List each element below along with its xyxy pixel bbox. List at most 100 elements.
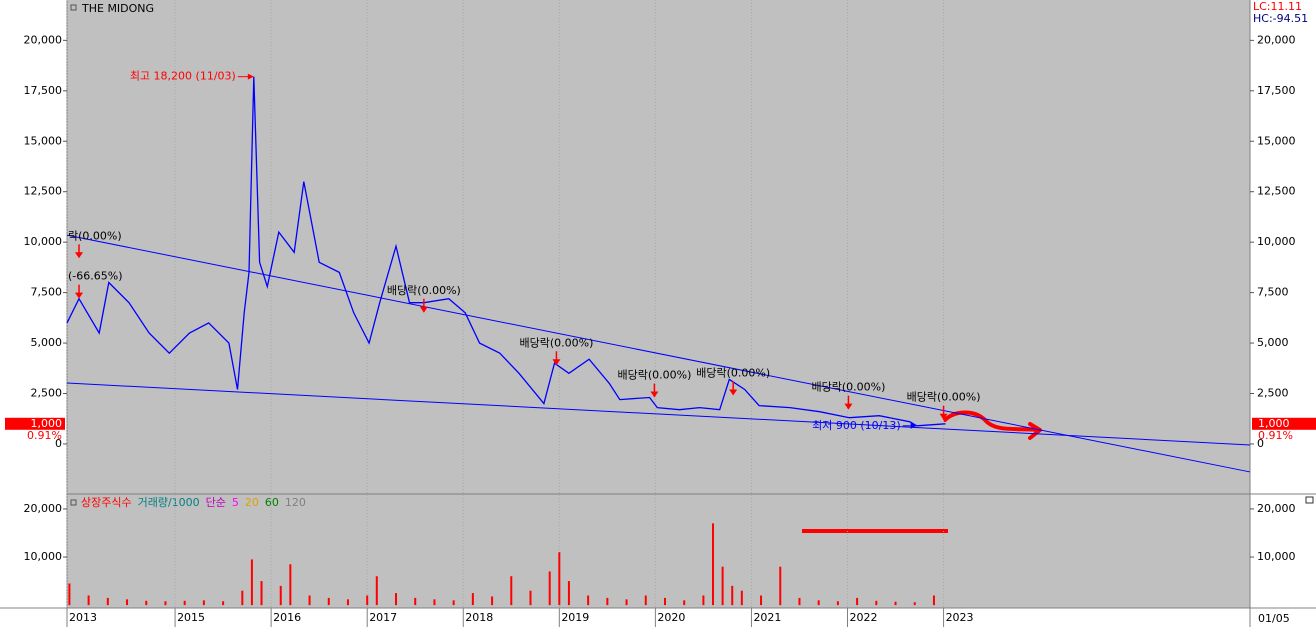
volume-bar — [913, 602, 916, 606]
low-arrowhead — [910, 422, 917, 429]
event-arrowhead — [844, 403, 853, 410]
y-tick-label: 7,500 — [31, 286, 63, 299]
volume-bar — [548, 571, 551, 606]
legend-entry: 60 — [265, 496, 279, 509]
y-tick-label: 5,000 — [1257, 336, 1289, 349]
event-arrowhead — [75, 292, 84, 299]
x-tick-label: 2023 — [946, 611, 974, 624]
volume-bar — [183, 600, 186, 606]
y-tick-label: 15,000 — [24, 134, 63, 147]
volume-bar — [606, 597, 609, 606]
y-tick-label: 5,000 — [31, 336, 63, 349]
volume-bar — [164, 601, 167, 606]
event-label: 배당락(0.00%) — [617, 369, 691, 382]
x-tick-label: 2020 — [657, 611, 685, 624]
volume-bar — [346, 599, 349, 606]
volume-bar — [414, 597, 417, 606]
indicator: LC:11.11 — [1253, 0, 1302, 13]
volume-bar — [279, 585, 282, 606]
volume-bar — [366, 595, 369, 606]
chart-title: THE MIDONG — [81, 2, 154, 15]
volume-bar — [491, 596, 494, 606]
volume-bar — [798, 597, 801, 606]
y-tick-label: 0 — [55, 437, 62, 450]
legend-box — [70, 499, 77, 506]
event-label: 배당락(0.00%) — [812, 381, 886, 394]
legend-entry: 5 — [232, 496, 239, 509]
event-label: 락(0.00%) — [68, 229, 122, 242]
y-tick-label: 15,000 — [1257, 134, 1296, 147]
legend-entry: 상장주식수 — [81, 496, 132, 509]
last-price: 1,000 — [1258, 417, 1290, 430]
y-tick-label: 17,500 — [24, 84, 63, 97]
x-tick-label: 2018 — [465, 611, 493, 624]
volume-bar — [731, 585, 734, 606]
x-tick-label: 2021 — [753, 611, 781, 624]
last-change: 0.91% — [27, 429, 62, 442]
volume-bar — [760, 595, 763, 606]
y-tick-label: 20,000 — [24, 502, 63, 515]
y-tick-label: 0 — [1257, 437, 1264, 450]
volume-bar — [721, 566, 724, 606]
y-tick-label: 12,500 — [1257, 185, 1296, 198]
volume-bar — [260, 581, 263, 606]
volume-bar — [932, 595, 935, 606]
volume-bar — [875, 600, 878, 606]
volume-bar — [87, 595, 90, 606]
volume-bar — [375, 576, 378, 606]
x-tick-label: 2016 — [273, 611, 301, 624]
low-label: 최저 900 (10/13) — [812, 419, 901, 432]
y-tick-label: 20,000 — [24, 33, 63, 46]
last-price-box — [5, 417, 65, 430]
volume-bar — [683, 600, 686, 606]
y-tick-label: 2,500 — [1257, 387, 1289, 400]
volume-bar — [433, 599, 436, 606]
volume-bar — [644, 595, 647, 606]
x-tick-label: 2017 — [369, 611, 397, 624]
volume-bar — [817, 600, 820, 606]
volume-bar — [202, 600, 205, 606]
y-tick-label: 10,000 — [24, 235, 63, 248]
event-arrowhead — [650, 391, 659, 398]
event-arrowhead — [729, 389, 738, 396]
event-label: 배당락(0.00%) — [519, 336, 593, 349]
volume-bar — [558, 552, 561, 606]
volume-bar — [510, 576, 513, 606]
event-arrowhead — [419, 306, 428, 313]
volume-bar — [68, 583, 71, 606]
volume-bar — [567, 581, 570, 606]
last-change: 0.91% — [1258, 429, 1293, 442]
volume-bar — [471, 593, 474, 606]
y-tick-label: 10,000 — [24, 550, 63, 563]
volume-bar — [587, 595, 590, 606]
last-price: 1,000 — [31, 417, 63, 430]
x-tick-label: 2015 — [177, 611, 205, 624]
event-label: (-66.65%) — [68, 270, 123, 283]
legend-entry: 거래량/1000 — [138, 496, 200, 509]
x-tick-label: 2019 — [561, 611, 589, 624]
volume-bar — [529, 590, 532, 606]
volume-bar — [894, 601, 897, 606]
event-label: 배당락(0.00%) — [696, 367, 770, 380]
y-tick-label: 7,500 — [1257, 286, 1289, 299]
y-tick-label: 10,000 — [1257, 550, 1296, 563]
volume-bar — [625, 599, 628, 606]
legend-entry: 120 — [285, 496, 306, 509]
event-arrowhead — [939, 413, 948, 420]
event-label: 배당락(0.00%) — [387, 284, 461, 297]
event-label: 배당락(0.00%) — [907, 391, 981, 404]
volume-bar — [779, 566, 782, 606]
last-price-box — [1252, 417, 1316, 430]
volume-bar — [836, 601, 839, 606]
y-tick-label: 20,000 — [1257, 33, 1296, 46]
high-arrowhead — [247, 73, 254, 80]
volume-bar — [145, 600, 148, 606]
trendline — [66, 382, 1251, 446]
volume-bar — [395, 593, 398, 606]
x-tick-label: 2022 — [850, 611, 878, 624]
date-label: 01/05 — [1258, 612, 1290, 625]
legend-entry: 20 — [245, 496, 259, 509]
event-arrowhead — [75, 252, 84, 259]
legend-entry: 단순 — [206, 496, 226, 509]
